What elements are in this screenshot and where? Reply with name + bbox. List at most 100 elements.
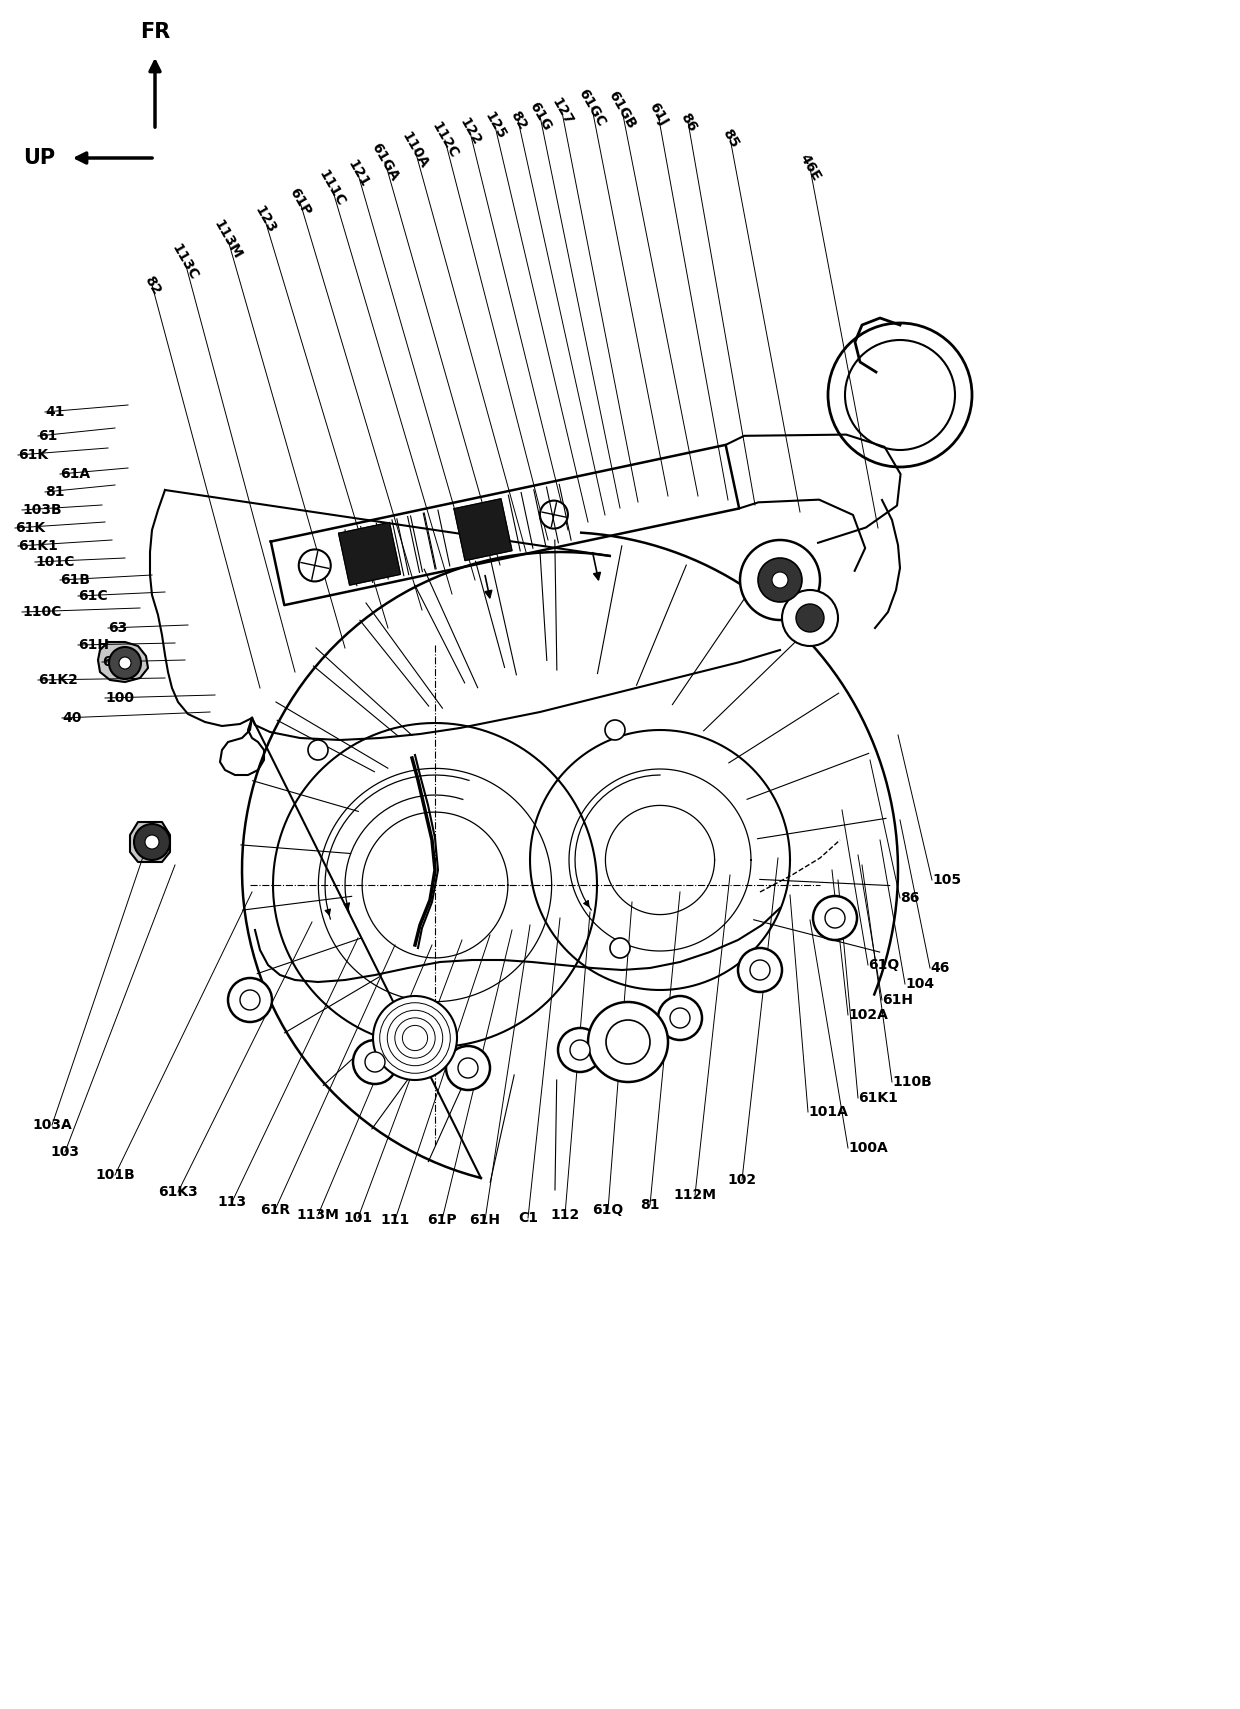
Text: 82: 82 (141, 273, 162, 297)
Circle shape (365, 1053, 384, 1072)
Text: 101A: 101A (808, 1106, 848, 1119)
Text: 40: 40 (62, 711, 82, 725)
Text: 61H: 61H (882, 993, 913, 1007)
Circle shape (796, 603, 825, 632)
Text: 104: 104 (905, 978, 934, 991)
Polygon shape (454, 499, 512, 561)
Text: 100: 100 (105, 690, 134, 706)
Text: 86: 86 (900, 890, 919, 906)
Polygon shape (130, 822, 170, 861)
Text: 61K: 61K (19, 448, 48, 461)
Text: 61P: 61P (428, 1213, 456, 1227)
Text: 127: 127 (548, 96, 575, 128)
Text: 113M: 113M (296, 1208, 340, 1222)
Text: 81: 81 (45, 485, 64, 499)
Circle shape (588, 1001, 668, 1082)
Text: 101B: 101B (95, 1167, 135, 1183)
Circle shape (228, 978, 272, 1022)
Text: 61P: 61P (286, 186, 314, 219)
Circle shape (558, 1029, 601, 1072)
Circle shape (610, 938, 630, 959)
Text: 123: 123 (252, 203, 278, 236)
Text: 61K2: 61K2 (38, 673, 78, 687)
Circle shape (605, 719, 625, 740)
Circle shape (658, 996, 702, 1041)
Text: 112: 112 (551, 1208, 579, 1222)
Text: 112M: 112M (673, 1188, 717, 1201)
Circle shape (813, 896, 857, 940)
Text: 61A: 61A (60, 467, 91, 480)
Text: 61K3: 61K3 (159, 1184, 198, 1200)
Circle shape (740, 540, 820, 620)
Text: 61Q: 61Q (593, 1203, 624, 1217)
Circle shape (373, 996, 458, 1080)
Text: 81: 81 (640, 1198, 660, 1212)
Text: 111C: 111C (316, 167, 348, 208)
Text: 122: 122 (456, 116, 484, 149)
Text: 110A: 110A (399, 130, 432, 171)
Text: 61J: 61J (646, 99, 670, 128)
Text: 121: 121 (345, 157, 371, 190)
Text: 61G: 61G (526, 99, 554, 133)
Text: 110B: 110B (892, 1075, 931, 1089)
Circle shape (299, 549, 331, 581)
Circle shape (750, 960, 770, 979)
Circle shape (134, 824, 170, 860)
Text: 112C: 112C (429, 120, 461, 161)
Text: 63: 63 (108, 620, 128, 636)
Text: 103: 103 (51, 1145, 79, 1159)
Text: 61: 61 (38, 429, 57, 443)
Text: 61GC: 61GC (575, 87, 609, 130)
Circle shape (119, 656, 131, 668)
Text: 102: 102 (728, 1172, 756, 1188)
Text: 100A: 100A (848, 1142, 888, 1155)
Polygon shape (98, 643, 148, 682)
Circle shape (782, 590, 838, 646)
Circle shape (446, 1046, 490, 1090)
Text: 46E: 46E (797, 152, 823, 185)
Text: 61K1: 61K1 (858, 1090, 898, 1106)
Text: 46: 46 (930, 960, 950, 976)
Text: 101: 101 (343, 1212, 372, 1225)
Text: 110C: 110C (22, 605, 61, 619)
Circle shape (670, 1008, 689, 1029)
Circle shape (539, 501, 568, 528)
Text: 103B: 103B (22, 502, 62, 518)
Circle shape (109, 648, 141, 678)
Circle shape (606, 1020, 650, 1065)
Circle shape (825, 907, 844, 928)
Text: 105: 105 (932, 873, 961, 887)
Text: 111: 111 (381, 1213, 409, 1227)
Circle shape (570, 1041, 590, 1060)
Text: 113C: 113C (169, 241, 201, 282)
Text: 61B: 61B (60, 573, 91, 586)
Text: 113: 113 (217, 1195, 247, 1208)
Text: 61Q: 61Q (868, 959, 899, 972)
Circle shape (773, 573, 787, 588)
Polygon shape (339, 523, 401, 584)
Text: 101C: 101C (35, 555, 74, 569)
Text: 125: 125 (481, 109, 508, 142)
Text: C1: C1 (518, 1212, 538, 1225)
Text: 82: 82 (507, 108, 529, 132)
Text: 85: 85 (719, 126, 742, 150)
Circle shape (353, 1041, 397, 1084)
Text: 61GB: 61GB (605, 89, 639, 132)
Circle shape (758, 559, 802, 602)
Circle shape (308, 740, 329, 761)
Circle shape (458, 1058, 477, 1078)
Circle shape (241, 990, 260, 1010)
Text: 61GA: 61GA (368, 140, 402, 183)
Text: 61C: 61C (78, 590, 108, 603)
Text: 61R: 61R (260, 1203, 290, 1217)
Text: UP: UP (22, 149, 55, 167)
Circle shape (145, 836, 159, 849)
Text: 102A: 102A (848, 1008, 888, 1022)
Text: FR: FR (140, 22, 170, 43)
Text: 61K: 61K (15, 521, 45, 535)
Text: 113M: 113M (211, 219, 244, 261)
Text: 41: 41 (45, 405, 64, 419)
Text: 103A: 103A (32, 1118, 72, 1131)
Text: 61H: 61H (470, 1213, 501, 1227)
Text: 86: 86 (677, 109, 699, 133)
